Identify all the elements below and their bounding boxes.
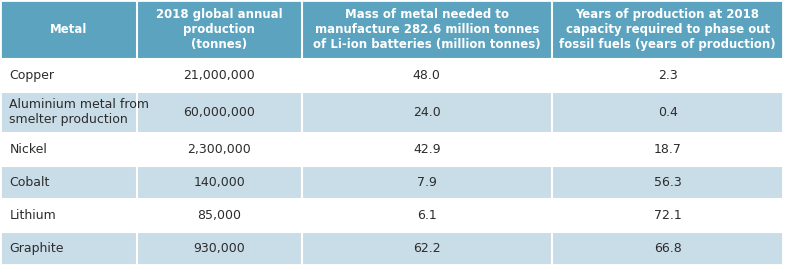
Bar [552, 133, 783, 166]
Text: 140,000: 140,000 [194, 176, 245, 189]
Text: 0.4: 0.4 [658, 106, 678, 119]
Text: 42.9: 42.9 [413, 143, 441, 156]
Text: 56.3: 56.3 [654, 176, 682, 189]
Text: 85,000: 85,000 [198, 209, 242, 222]
Bar [137, 199, 302, 232]
Text: 2018 global annual
production
(tonnes): 2018 global annual production (tonnes) [156, 8, 282, 51]
Text: 66.8: 66.8 [654, 242, 682, 255]
Bar [302, 133, 552, 166]
Text: 930,000: 930,000 [194, 242, 245, 255]
Text: 24.0: 24.0 [413, 106, 441, 119]
Text: 21,000,000: 21,000,000 [183, 69, 255, 82]
Text: Years of production at 2018
capacity required to phase out
fossil fuels (years o: Years of production at 2018 capacity req… [559, 8, 776, 51]
Bar [137, 166, 302, 199]
Text: Graphite: Graphite [10, 242, 64, 255]
Text: 7.9: 7.9 [417, 176, 437, 189]
Bar [0, 232, 137, 265]
Text: Mass of metal needed to
manufacture 282.6 million tonnes
of Li-ion batteries (mi: Mass of metal needed to manufacture 282.… [313, 8, 541, 51]
Bar [552, 232, 783, 265]
Bar [302, 59, 552, 92]
Text: Nickel: Nickel [10, 143, 47, 156]
Bar [137, 59, 302, 92]
Bar [302, 92, 552, 133]
Text: Metal: Metal [50, 23, 87, 36]
Bar [0, 0, 137, 59]
Bar [552, 166, 783, 199]
Bar [0, 199, 137, 232]
Bar [137, 133, 302, 166]
Bar [137, 232, 302, 265]
Bar [0, 59, 137, 92]
Bar [302, 0, 552, 59]
Text: 48.0: 48.0 [413, 69, 441, 82]
Bar [0, 166, 137, 199]
Bar [0, 133, 137, 166]
Bar [302, 199, 552, 232]
Text: 18.7: 18.7 [654, 143, 682, 156]
Text: 2.3: 2.3 [658, 69, 678, 82]
Text: Lithium: Lithium [10, 209, 56, 222]
Bar [0, 92, 137, 133]
Bar [552, 59, 783, 92]
Bar [552, 0, 783, 59]
Text: 62.2: 62.2 [413, 242, 441, 255]
Bar [137, 0, 302, 59]
Text: 6.1: 6.1 [417, 209, 437, 222]
Text: Copper: Copper [10, 69, 54, 82]
Bar [552, 199, 783, 232]
Text: Cobalt: Cobalt [10, 176, 50, 189]
Bar [137, 92, 302, 133]
Text: Aluminium metal from
smelter production: Aluminium metal from smelter production [10, 98, 150, 126]
Text: 60,000,000: 60,000,000 [183, 106, 255, 119]
Bar [302, 166, 552, 199]
Text: 2,300,000: 2,300,000 [187, 143, 251, 156]
Bar [302, 232, 552, 265]
Bar [552, 92, 783, 133]
Text: 72.1: 72.1 [654, 209, 682, 222]
